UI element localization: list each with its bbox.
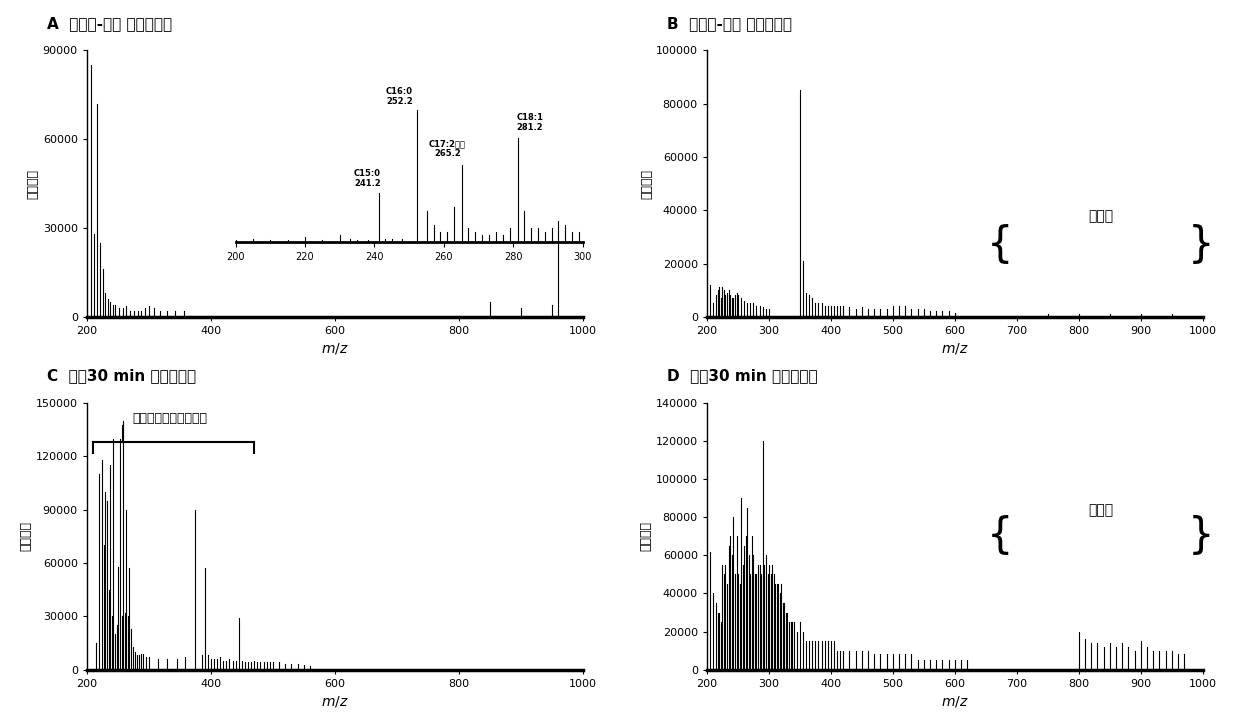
Text: 甸油脂: 甸油脂 xyxy=(1087,503,1114,518)
Y-axis label: 离子强度: 离子强度 xyxy=(640,168,653,199)
Y-axis label: 离子强度: 离子强度 xyxy=(27,168,40,199)
Text: A  无运动-过夜 负离子模式: A 无运动-过夜 负离子模式 xyxy=(47,16,172,31)
X-axis label: $\mathit{m/z}$: $\mathit{m/z}$ xyxy=(321,341,348,356)
Text: {: { xyxy=(987,516,1013,557)
X-axis label: $\mathit{m/z}$: $\mathit{m/z}$ xyxy=(321,694,348,709)
Text: }: } xyxy=(1188,224,1214,266)
Text: {: { xyxy=(987,224,1013,266)
X-axis label: $\mathit{m/z}$: $\mathit{m/z}$ xyxy=(941,341,968,356)
X-axis label: $\mathit{m/z}$: $\mathit{m/z}$ xyxy=(941,694,968,709)
Y-axis label: 离子强度: 离子强度 xyxy=(20,521,33,552)
Text: C  运动30 min 正离子模式: C 运动30 min 正离子模式 xyxy=(47,369,196,384)
Text: D  运动30 min 正离子模式: D 运动30 min 正离子模式 xyxy=(667,369,817,384)
Y-axis label: 离子强度: 离子强度 xyxy=(640,521,653,552)
Text: }: } xyxy=(1188,516,1214,557)
Text: 甸油脂: 甸油脂 xyxy=(1087,210,1114,223)
Text: B  无运动-过夜 正离子模式: B 无运动-过夜 正离子模式 xyxy=(667,16,792,31)
Text: 脂肪酸及小分子代谢物: 脂肪酸及小分子代谢物 xyxy=(131,412,207,425)
